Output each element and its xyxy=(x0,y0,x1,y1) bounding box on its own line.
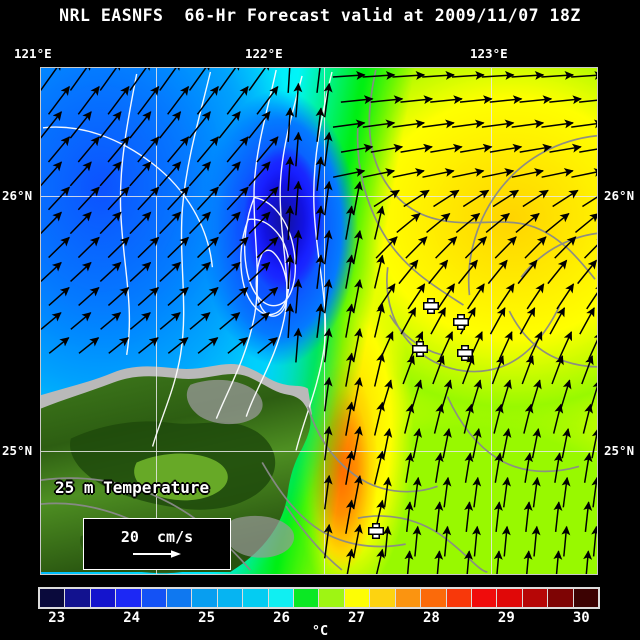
colorbar-cell-20 xyxy=(548,589,574,607)
station-marker-1 xyxy=(424,299,438,313)
colorbar-tick-27: 27 xyxy=(348,610,365,626)
colorbar-cell-18 xyxy=(497,589,523,607)
field-label: 25 m Temperature xyxy=(55,478,210,497)
colorbar-cell-19 xyxy=(522,589,549,607)
colorbar-tick-24: 24 xyxy=(123,610,141,626)
graticule-lon-123 xyxy=(491,68,492,574)
colorbar-cell-16 xyxy=(446,589,472,607)
station-marker-4 xyxy=(458,346,472,360)
colorbar-cell-4 xyxy=(141,589,168,607)
colorbar-cell-2 xyxy=(90,589,117,607)
graticule-lon-121 xyxy=(156,68,157,574)
colorbar-cell-12 xyxy=(344,589,371,607)
page-title: NRL EASNFS 66-Hr Forecast valid at 2009/… xyxy=(59,6,581,25)
scale-vector-arrow xyxy=(133,549,181,558)
map-plot-area[interactable]: 25 m Temperature 20 cm/s xyxy=(40,67,598,575)
colorbar-cell-5 xyxy=(167,589,193,607)
ocean-current-vector-layer xyxy=(41,68,597,574)
colorbar-cell-6 xyxy=(192,589,218,607)
colorbar-tick-28: 28 xyxy=(422,610,440,626)
scale-vector-label: 20 cm/s xyxy=(120,528,194,547)
colorbar-cell-15 xyxy=(421,589,447,607)
lon-label-121e: 121°E xyxy=(14,46,52,61)
colorbar-tick-23: 23 xyxy=(48,610,66,626)
colorbar-cell-13 xyxy=(370,589,396,607)
colorbar-tick-30: 30 xyxy=(572,610,590,626)
colorbar-tick-29: 29 xyxy=(497,610,515,626)
colorbar-cell-21 xyxy=(573,589,598,607)
colorbar-cell-9 xyxy=(268,589,295,607)
graticule-lon-122 xyxy=(324,68,325,574)
colorbar-cell-3 xyxy=(116,589,142,607)
graticule-lat-25 xyxy=(41,451,597,452)
colorbar-cell-8 xyxy=(243,589,269,607)
colorbar-tick-26: 26 xyxy=(273,610,290,626)
scale-vector-box: 20 cm/s xyxy=(83,518,231,570)
temperature-colorbar[interactable] xyxy=(38,587,600,609)
colorbar-cell-10 xyxy=(294,589,320,607)
colorbar-cell-11 xyxy=(319,589,345,607)
colorbar-tick-25: 25 xyxy=(198,610,216,626)
colorbar-cell-7 xyxy=(217,589,244,607)
lat-label-25n-right: 25°N xyxy=(604,443,635,458)
colorbar-unit-label: °C xyxy=(311,623,329,639)
colorbar-cell-14 xyxy=(395,589,422,607)
lat-label-26n-right: 26°N xyxy=(604,188,635,203)
lat-label-25n-left: 25°N xyxy=(2,443,33,458)
station-marker-3 xyxy=(413,342,427,356)
colorbar-cell-17 xyxy=(471,589,498,607)
station-marker-2 xyxy=(454,315,468,329)
lon-label-122e: 122°E xyxy=(245,46,283,61)
colorbar-cell-0 xyxy=(40,589,66,607)
lon-label-123e: 123°E xyxy=(470,46,508,61)
lat-label-26n-left: 26°N xyxy=(2,188,33,203)
graticule-lat-26 xyxy=(41,196,597,197)
colorbar-cell-1 xyxy=(65,589,91,607)
station-marker-5 xyxy=(369,524,383,538)
